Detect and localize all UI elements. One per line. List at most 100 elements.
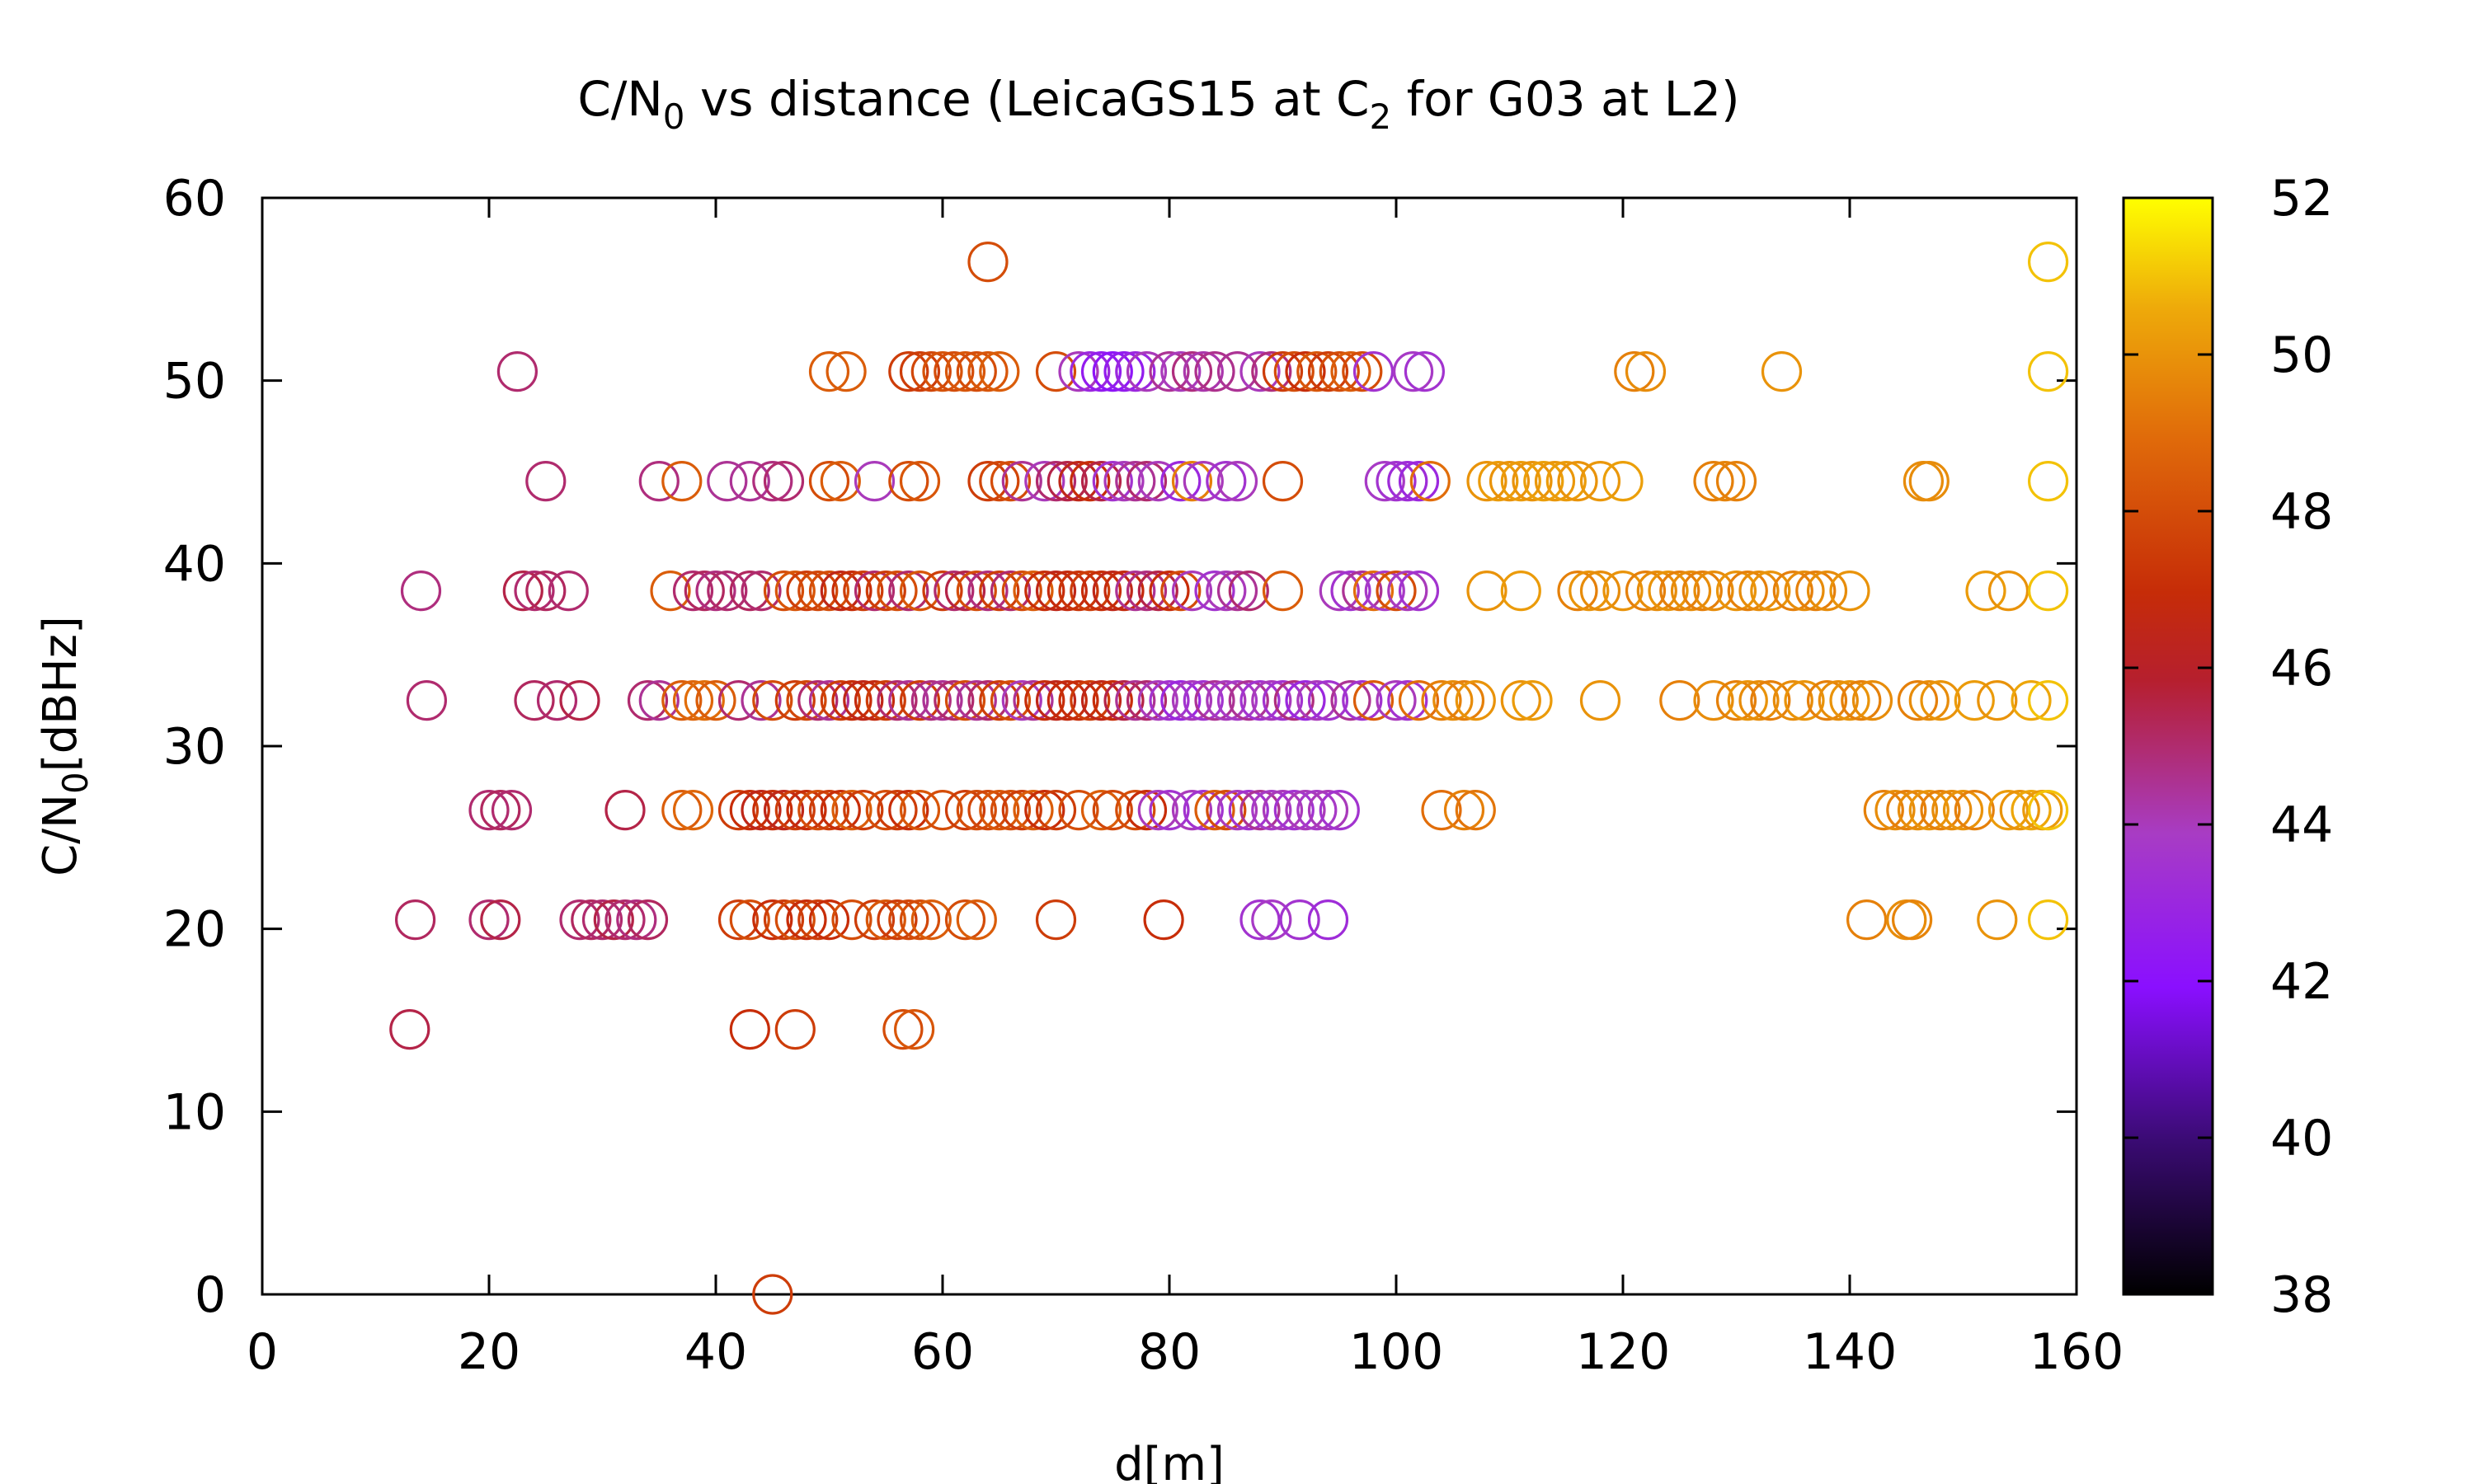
data-point bbox=[1001, 679, 1042, 721]
data-point bbox=[1342, 351, 1383, 392]
data-point bbox=[1262, 460, 1304, 502]
data-point bbox=[1908, 460, 1950, 502]
data-point bbox=[1080, 679, 1122, 721]
data-point bbox=[1126, 351, 1168, 392]
data-point bbox=[899, 460, 941, 502]
data-point bbox=[956, 679, 997, 721]
data-point bbox=[593, 899, 634, 941]
data-point bbox=[1080, 789, 1122, 831]
data-point bbox=[944, 789, 986, 831]
y-axis-title: C/N0[dBHz] bbox=[34, 616, 96, 876]
data-point bbox=[491, 789, 533, 831]
data-point bbox=[1171, 351, 1213, 392]
data-point bbox=[604, 899, 646, 941]
data-point bbox=[854, 899, 896, 941]
x-tick-label: 0 bbox=[247, 1323, 278, 1381]
data-point bbox=[1500, 460, 1541, 502]
colorbar-tick-label: 42 bbox=[2270, 953, 2333, 1011]
data-point bbox=[1398, 679, 1440, 721]
data-point bbox=[1398, 460, 1440, 502]
y-tick-label: 0 bbox=[195, 1266, 226, 1324]
data-point bbox=[774, 679, 816, 721]
data-point bbox=[990, 570, 1032, 612]
data-point bbox=[514, 570, 555, 612]
data-point bbox=[1194, 789, 1235, 831]
data-point bbox=[967, 789, 1009, 831]
data-point bbox=[808, 899, 850, 941]
data-point bbox=[1693, 570, 1734, 612]
data-point bbox=[480, 789, 521, 831]
data-point bbox=[922, 789, 963, 831]
data-point bbox=[786, 789, 827, 831]
data-point bbox=[1892, 899, 1933, 941]
data-point bbox=[1183, 679, 1224, 721]
data-point bbox=[1092, 679, 1133, 721]
data-point bbox=[1500, 570, 1541, 612]
data-point bbox=[1307, 679, 1349, 721]
data-point bbox=[1330, 679, 1371, 721]
y-tick-label: 10 bbox=[163, 1083, 226, 1141]
data-point bbox=[1115, 570, 1156, 612]
data-point bbox=[1659, 679, 1700, 721]
data-point bbox=[831, 789, 872, 831]
data-point bbox=[741, 570, 782, 612]
data-point bbox=[1772, 679, 1813, 721]
data-point bbox=[1977, 679, 2018, 721]
data-point bbox=[729, 789, 770, 831]
data-point bbox=[729, 1008, 770, 1050]
axis-ticks: 0 20 40 60 80 100 120 140 160 0 10 20 30 40 50 60 bbox=[163, 170, 2124, 1381]
data-point bbox=[1126, 679, 1168, 721]
data-point bbox=[1625, 351, 1667, 392]
data-point bbox=[1392, 351, 1434, 392]
data-point bbox=[1364, 570, 1405, 612]
data-point bbox=[820, 460, 861, 502]
data-point bbox=[1092, 351, 1133, 392]
data-point bbox=[1058, 570, 1099, 612]
data-point bbox=[990, 679, 1032, 721]
data-point bbox=[2028, 242, 2069, 283]
data-point bbox=[922, 679, 963, 721]
data-point bbox=[514, 679, 555, 721]
data-point bbox=[1070, 679, 1111, 721]
data-point bbox=[1194, 351, 1235, 392]
data-point bbox=[1149, 351, 1190, 392]
x-tick-label: 100 bbox=[1349, 1323, 1444, 1381]
data-point bbox=[1024, 679, 1065, 721]
data-point bbox=[1285, 789, 1326, 831]
data-point bbox=[1466, 570, 1507, 612]
data-point bbox=[774, 570, 816, 612]
data-point bbox=[1489, 460, 1531, 502]
data-point bbox=[786, 679, 827, 721]
data-point bbox=[865, 570, 906, 612]
data-point bbox=[944, 899, 986, 941]
data-point bbox=[1047, 460, 1088, 502]
data-point bbox=[1409, 460, 1451, 502]
data-point bbox=[2028, 460, 2069, 502]
data-point bbox=[763, 789, 805, 831]
data-point bbox=[1206, 460, 1247, 502]
data-point bbox=[944, 570, 986, 612]
data-point bbox=[774, 1008, 816, 1050]
data-point bbox=[1478, 460, 1519, 502]
data-point bbox=[1908, 789, 1950, 831]
data-point bbox=[1001, 570, 1042, 612]
data-point bbox=[1126, 789, 1168, 831]
data-point bbox=[752, 899, 793, 941]
data-point bbox=[1319, 351, 1360, 392]
data-point bbox=[672, 570, 714, 612]
data-point bbox=[1818, 679, 1859, 721]
data-point bbox=[1080, 351, 1122, 392]
data-point bbox=[1738, 679, 1780, 721]
data-point bbox=[1206, 789, 1247, 831]
data-point bbox=[820, 789, 861, 831]
data-point bbox=[1013, 570, 1054, 612]
data-point bbox=[1512, 679, 1553, 721]
data-point bbox=[1841, 679, 1882, 721]
data-point bbox=[934, 351, 975, 392]
data-point bbox=[910, 351, 952, 392]
data-point bbox=[797, 789, 839, 831]
data-point bbox=[979, 570, 1020, 612]
data-point bbox=[395, 899, 436, 941]
data-point bbox=[1228, 570, 1269, 612]
